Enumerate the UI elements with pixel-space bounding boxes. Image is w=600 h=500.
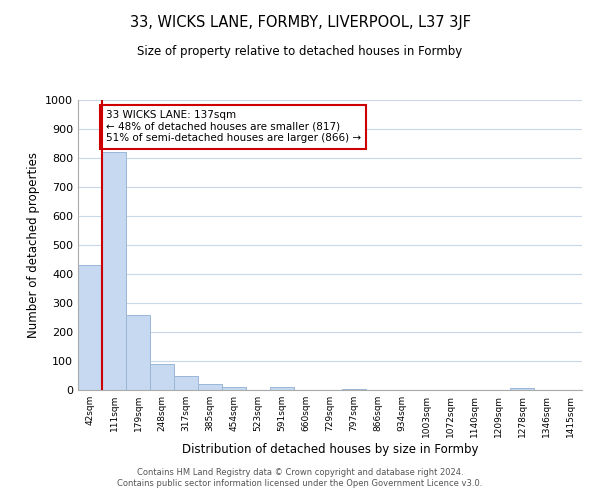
Bar [510, 388, 534, 390]
Text: 33, WICKS LANE, FORMBY, LIVERPOOL, L37 3JF: 33, WICKS LANE, FORMBY, LIVERPOOL, L37 3… [130, 15, 470, 30]
Text: Size of property relative to detached houses in Formby: Size of property relative to detached ho… [137, 45, 463, 58]
Bar [78, 266, 102, 390]
Bar [102, 152, 126, 390]
X-axis label: Distribution of detached houses by size in Formby: Distribution of detached houses by size … [182, 442, 478, 456]
Bar [174, 376, 198, 390]
Bar [198, 384, 222, 390]
Bar [342, 388, 366, 390]
Text: Contains HM Land Registry data © Crown copyright and database right 2024.
Contai: Contains HM Land Registry data © Crown c… [118, 468, 482, 487]
Bar [150, 364, 174, 390]
Y-axis label: Number of detached properties: Number of detached properties [26, 152, 40, 338]
Bar [126, 314, 150, 390]
Bar [222, 386, 246, 390]
Bar [270, 387, 294, 390]
Text: 33 WICKS LANE: 137sqm
← 48% of detached houses are smaller (817)
51% of semi-det: 33 WICKS LANE: 137sqm ← 48% of detached … [106, 110, 361, 144]
